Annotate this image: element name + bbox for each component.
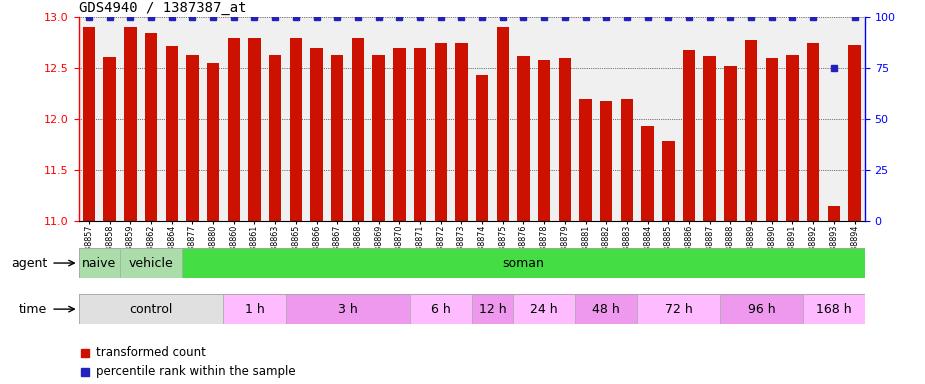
Bar — [641, 126, 654, 221]
Bar — [145, 33, 157, 221]
Text: naive: naive — [82, 257, 117, 270]
Bar — [538, 60, 550, 221]
Bar — [766, 58, 778, 221]
Bar — [124, 27, 137, 221]
Bar — [248, 38, 261, 221]
Bar — [828, 205, 840, 221]
Bar — [472, 294, 513, 324]
Text: 24 h: 24 h — [530, 303, 558, 316]
Text: time: time — [18, 303, 47, 316]
Bar — [410, 294, 472, 324]
Bar — [575, 294, 637, 324]
Bar — [559, 58, 571, 221]
Text: 72 h: 72 h — [665, 303, 693, 316]
Text: agent: agent — [11, 257, 47, 270]
Bar — [517, 56, 530, 221]
Text: soman: soman — [502, 257, 545, 270]
Bar — [352, 38, 364, 221]
Bar — [786, 55, 798, 221]
Bar — [269, 55, 281, 221]
Bar — [513, 294, 575, 324]
Text: 96 h: 96 h — [747, 303, 775, 316]
Text: 1 h: 1 h — [244, 303, 265, 316]
Bar — [224, 294, 286, 324]
Bar — [286, 294, 410, 324]
Bar — [600, 101, 612, 221]
Bar — [82, 27, 95, 221]
Text: percentile rank within the sample: percentile rank within the sample — [96, 365, 296, 378]
Bar — [207, 63, 219, 221]
Text: 6 h: 6 h — [431, 303, 450, 316]
Bar — [637, 294, 720, 324]
Bar — [497, 27, 509, 221]
Bar — [373, 55, 385, 221]
Bar — [290, 38, 302, 221]
Bar — [228, 38, 240, 221]
Text: 48 h: 48 h — [592, 303, 620, 316]
Bar — [166, 46, 178, 221]
Bar — [848, 45, 861, 221]
Bar — [104, 57, 116, 221]
Text: 3 h: 3 h — [338, 303, 357, 316]
Bar — [724, 66, 736, 221]
Bar — [393, 48, 405, 221]
Bar — [621, 99, 633, 221]
Bar — [745, 40, 758, 221]
Bar — [475, 75, 488, 221]
Bar — [120, 248, 182, 278]
Bar — [79, 294, 224, 324]
Bar — [704, 56, 716, 221]
Bar — [803, 294, 865, 324]
Bar — [413, 48, 426, 221]
Bar — [435, 43, 447, 221]
Bar — [720, 294, 803, 324]
Text: 168 h: 168 h — [816, 303, 852, 316]
Bar — [331, 55, 343, 221]
Bar — [662, 141, 674, 221]
Bar — [311, 48, 323, 221]
Text: GDS4940 / 1387387_at: GDS4940 / 1387387_at — [79, 1, 246, 15]
Bar — [182, 248, 865, 278]
Text: transformed count: transformed count — [96, 346, 205, 359]
Bar — [807, 43, 820, 221]
Bar — [683, 50, 696, 221]
Bar — [579, 99, 592, 221]
Bar — [79, 248, 120, 278]
Bar — [186, 55, 199, 221]
Bar — [455, 43, 468, 221]
Text: control: control — [130, 303, 173, 316]
Text: 12 h: 12 h — [478, 303, 506, 316]
Text: vehicle: vehicle — [129, 257, 173, 270]
